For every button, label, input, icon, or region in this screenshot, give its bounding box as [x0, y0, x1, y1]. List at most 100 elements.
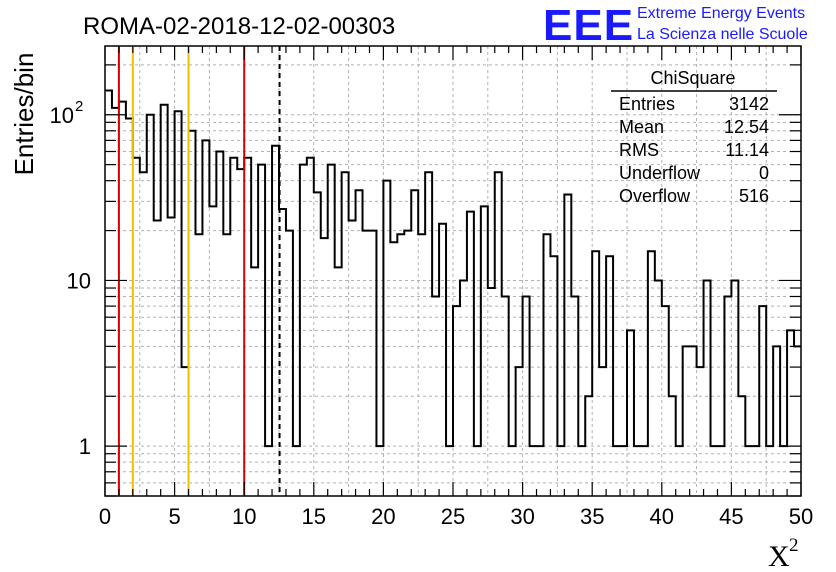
logo-line-2: La Scienza nelle Scuole [637, 26, 808, 43]
y-axis-label: Entries/bin [9, 53, 39, 176]
histogram-bin [460, 280, 467, 496]
histogram-bin [627, 330, 634, 496]
histogram-bin [182, 367, 189, 496]
histogram-bin [495, 172, 502, 496]
histogram-bin [237, 169, 244, 496]
histogram-bin [223, 234, 230, 496]
histogram-bin [516, 367, 523, 496]
x-tick-label: 35 [580, 504, 604, 529]
histogram-bin [383, 181, 390, 496]
histogram-bin [606, 256, 613, 496]
stats-label: Mean [619, 117, 664, 137]
histogram-bin [230, 158, 237, 496]
x-tick-label: 40 [650, 504, 674, 529]
histogram-bin [349, 221, 356, 496]
y-tick-label: 10 [67, 268, 91, 293]
histogram-bin [119, 102, 126, 496]
histogram-bin [683, 346, 690, 496]
histogram-bin [439, 224, 446, 496]
histogram-bin [161, 105, 168, 496]
histogram-bin [209, 206, 216, 496]
x-tick-label: 30 [510, 504, 534, 529]
histogram-bin [411, 190, 418, 496]
histogram-bin [189, 131, 196, 496]
logo-mark: EEE [543, 1, 634, 50]
y-tick-label: 1 [79, 434, 91, 459]
stats-box: ChiSquare Entries 3142 Mean 12.54 RMS 11.14 Un… [611, 68, 777, 206]
x-tick-label: 50 [789, 504, 813, 529]
histogram-bin [481, 206, 488, 496]
histogram-bin [564, 195, 571, 496]
x-tick-label: 15 [302, 504, 326, 529]
histogram-bin [690, 346, 697, 496]
histogram-bin [453, 306, 460, 496]
x-tick-label: 10 [232, 504, 256, 529]
histogram-bin [307, 158, 314, 496]
histogram-bin [787, 330, 794, 496]
histogram-bin [697, 367, 704, 496]
histogram-bin [418, 234, 425, 496]
x-axis-label: X 2 [768, 535, 799, 572]
stats-label: RMS [619, 140, 659, 160]
logo-line-1: Extreme Energy Events [637, 5, 805, 22]
stats-value: 12.54 [724, 117, 769, 137]
histogram-bin [244, 158, 251, 496]
histogram-bin [140, 172, 147, 496]
histogram-bin [397, 234, 404, 496]
histogram-bin [425, 172, 432, 496]
y-tick-label-exp: 2 [75, 98, 83, 115]
stats-label: Underflow [619, 163, 701, 183]
histogram-bin [126, 118, 133, 496]
x-tick-labels: 0 5 10 15 20 25 30 35 40 45 50 [99, 504, 813, 529]
histogram-bars [105, 89, 801, 496]
histogram-bin [202, 140, 209, 496]
histogram-bin [655, 280, 662, 496]
histogram-bin [216, 152, 223, 496]
histogram-bin [133, 158, 140, 496]
stats-value: 516 [739, 186, 769, 206]
histogram-bin [662, 306, 669, 496]
histogram-bin [147, 115, 154, 496]
eee-logo: EEE Extreme Energy Events La Scienza nel… [543, 1, 808, 50]
histogram-bin [272, 146, 279, 496]
histogram-bin [112, 108, 119, 496]
stats-label: Entries [619, 94, 675, 114]
x-tick-label: 20 [371, 504, 395, 529]
histogram-bin [794, 346, 801, 496]
histogram-bin [195, 234, 202, 496]
stats-value: 0 [759, 163, 769, 183]
histogram-bin [488, 288, 495, 496]
reference-lines [117, 46, 281, 496]
x-tick-label: 25 [441, 504, 465, 529]
histogram-bin [550, 256, 557, 496]
histogram-bin [731, 280, 738, 496]
histogram-bin [168, 217, 175, 496]
histogram-bin [369, 231, 376, 496]
histogram-bin [404, 231, 411, 496]
stats-value: 11.14 [725, 140, 769, 160]
histogram-bin [363, 231, 370, 496]
y-tick-label: 10 [50, 103, 74, 128]
histogram-bin [342, 172, 349, 496]
histogram-bin [773, 346, 780, 496]
stats-rows: Entries 3142 Mean 12.54 RMS 11.14 Underflow 0 Ov… [619, 94, 769, 206]
histogram-bin [704, 280, 711, 496]
histogram-bin [314, 192, 321, 496]
chart-title: ROMA-02-2018-12-02-00303 [83, 13, 395, 40]
x-axis-label-sup: 2 [789, 535, 799, 556]
histogram-bin [599, 367, 606, 496]
x-tick-label: 5 [168, 504, 180, 529]
stats-label: Overflow [619, 186, 691, 206]
histogram-bin [154, 221, 161, 496]
stats-title: ChiSquare [650, 68, 735, 88]
x-tick-label: 45 [719, 504, 743, 529]
histogram-bin [356, 190, 363, 496]
histogram-bin [175, 111, 182, 496]
histogram-bin [759, 306, 766, 496]
axis-ticks [104, 46, 802, 497]
histogram-bin [543, 234, 550, 496]
histogram-bin [286, 231, 293, 496]
stats-value: 3142 [729, 94, 769, 114]
